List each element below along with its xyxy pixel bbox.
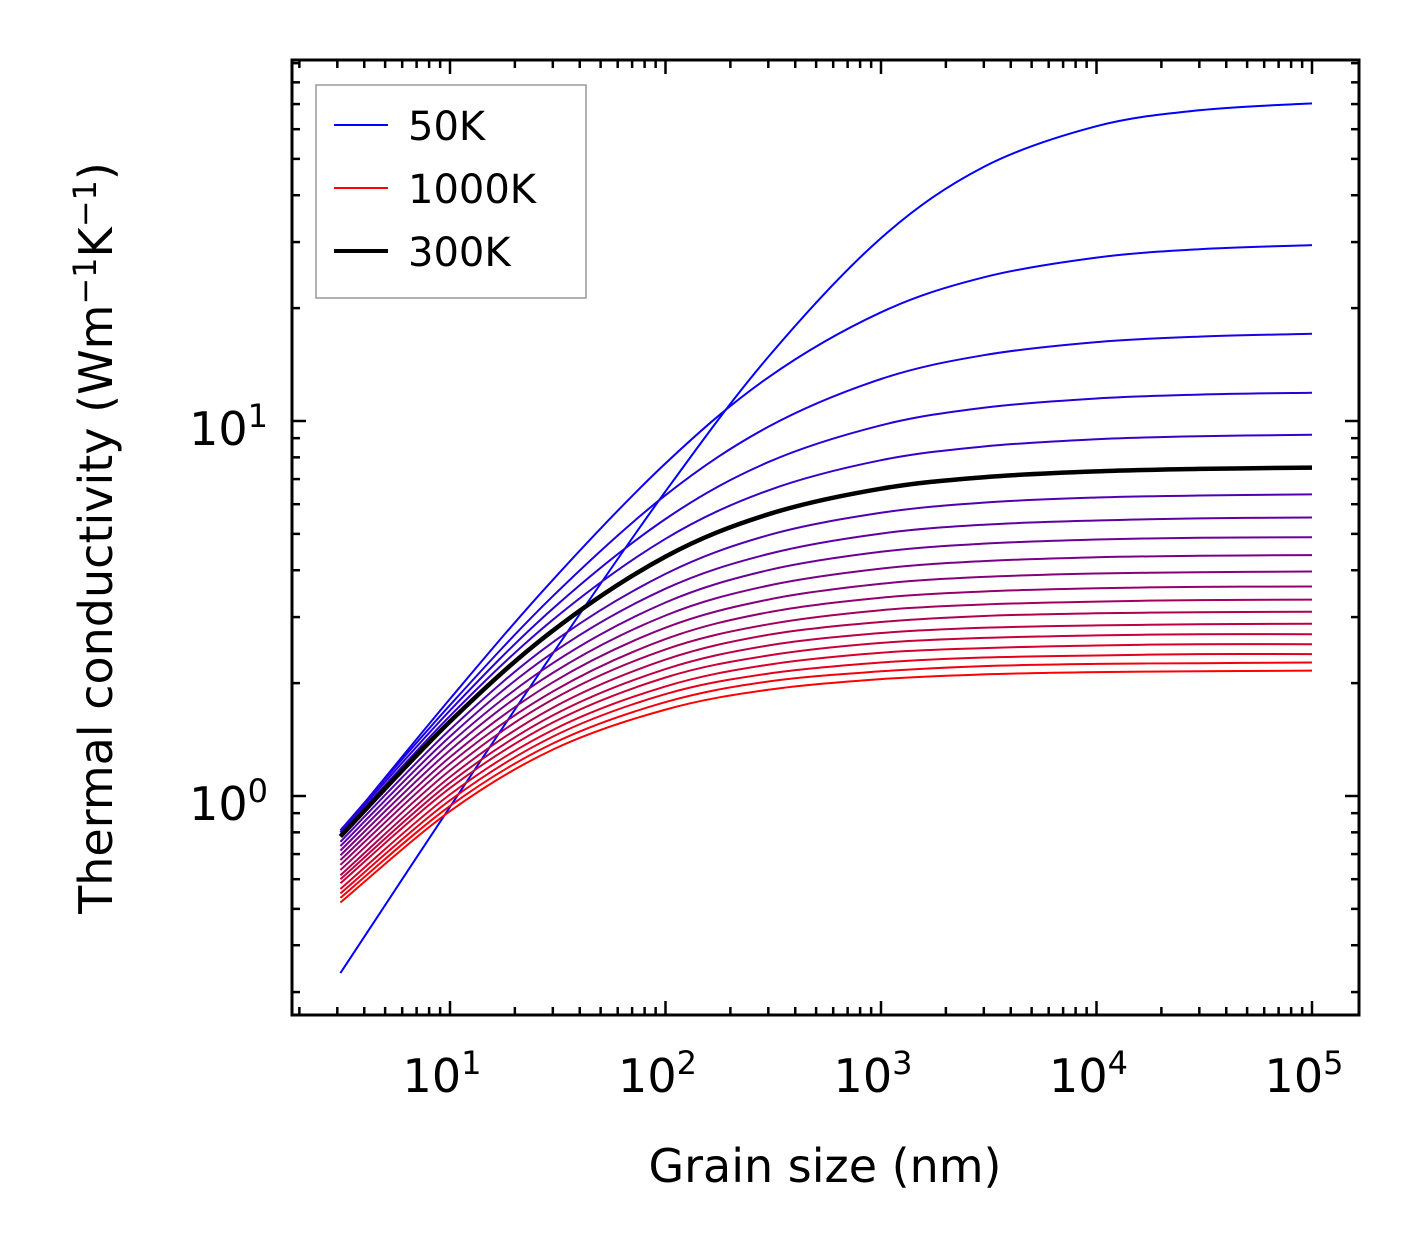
y-tick-label-exp: 1 [248, 397, 268, 435]
series-line-650k [339, 598, 1313, 871]
y-axis-title-k: K [69, 225, 123, 257]
legend-box [315, 84, 587, 299]
y-axis-title-exp2: −1 [66, 180, 104, 227]
x-tick-label-base: 10 [618, 1049, 677, 1103]
series-line-150k [339, 332, 1313, 831]
series-line-800k [339, 633, 1313, 885]
series-line-350k [339, 493, 1313, 843]
legend-label-50k: 50K [408, 104, 487, 150]
series-line-100k [339, 244, 1313, 833]
y-axis-title-exp1: −1 [66, 257, 104, 304]
x-tick-label-exp: 4 [1108, 1044, 1128, 1082]
x-tick-label: 104 [1049, 1044, 1128, 1103]
x-tick-label: 105 [1265, 1044, 1344, 1103]
legend: 50K 1000K 300K [315, 84, 587, 299]
series-line-450k [339, 536, 1313, 852]
x-tick-label-base: 10 [403, 1049, 462, 1103]
series-line-1000k [339, 669, 1313, 904]
series-line-950k [339, 661, 1313, 899]
x-axis-title: Grain size (nm) [649, 1139, 1002, 1193]
y-tick-label: 101 [189, 397, 268, 456]
x-tick-label-exp: 2 [677, 1044, 697, 1082]
x-tick-label-base: 10 [1265, 1049, 1324, 1103]
series-line-900k [339, 653, 1313, 895]
legend-label-1000k: 1000K [408, 167, 538, 213]
x-tick-label-base: 10 [834, 1049, 893, 1103]
x-tick-label: 103 [834, 1044, 913, 1103]
series-line-550k [339, 570, 1313, 861]
series-line-750k [339, 622, 1313, 880]
y-axis-title: Thermal conductivity (Wm−1K−1) [66, 162, 123, 915]
y-tick-label-base: 10 [189, 402, 248, 456]
plot-frame [290, 58, 1361, 1017]
series-line-400k [339, 516, 1313, 847]
series-line-850k [339, 643, 1313, 890]
x-tick-label: 102 [618, 1044, 697, 1103]
series-line-250k [339, 433, 1313, 836]
series-line-700k [339, 610, 1313, 876]
legend-label-300k: 300K [408, 230, 512, 276]
series-line-600k [339, 585, 1313, 866]
y-axis-title-close: ) [69, 162, 123, 180]
series-line-200k [339, 391, 1313, 833]
y-tick-label-base: 10 [189, 777, 248, 831]
x-tick-label-exp: 5 [1323, 1044, 1343, 1082]
y-tick-label: 100 [189, 772, 268, 831]
x-tick-label-exp: 3 [892, 1044, 912, 1082]
series-line-300k [338, 465, 1313, 839]
x-tick-label-exp: 1 [461, 1044, 481, 1082]
series-layer [338, 102, 1313, 974]
y-axis-title-main: Thermal conductivity (Wm [69, 305, 123, 915]
x-tick-label: 101 [403, 1044, 482, 1103]
y-tick-label-exp: 0 [248, 772, 268, 810]
x-tick-labels: 101 102 103 104 105 [403, 1044, 1344, 1103]
series-line-500k [339, 554, 1313, 857]
x-tick-label-base: 10 [1049, 1049, 1108, 1103]
